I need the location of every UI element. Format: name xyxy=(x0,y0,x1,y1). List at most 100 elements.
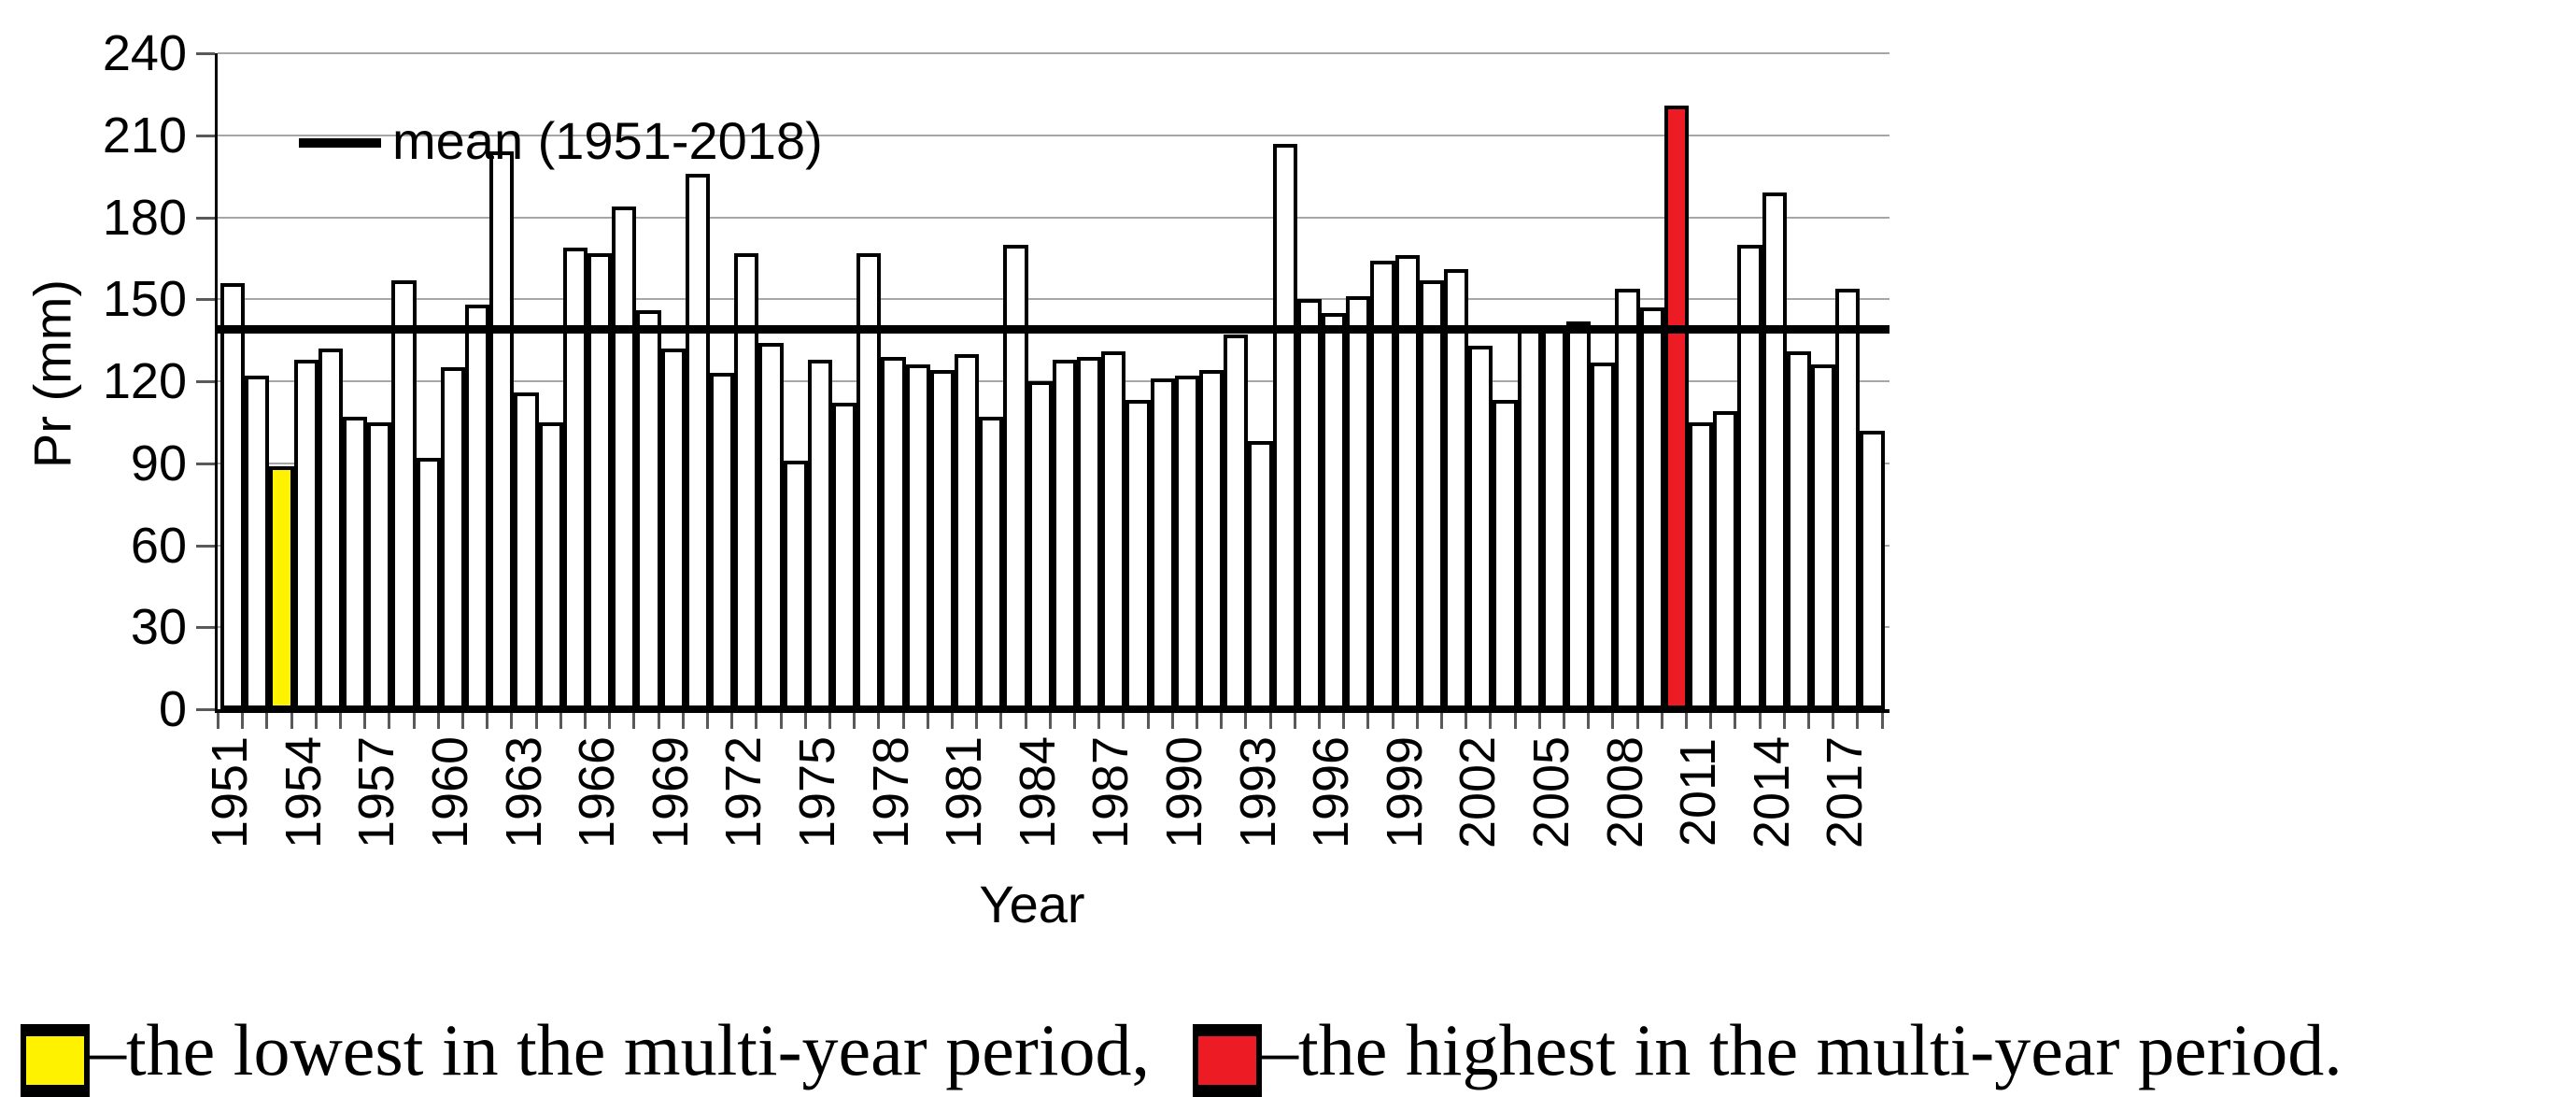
x-tick-55 xyxy=(1563,713,1565,729)
bar-1994 xyxy=(1272,143,1297,709)
x-tick-16 xyxy=(608,713,612,729)
x-tick-54 xyxy=(1537,713,1541,729)
x-tick-label-1969: 1969 xyxy=(642,735,699,849)
bar-1974 xyxy=(783,460,808,709)
x-tick-6 xyxy=(363,713,367,729)
gridline-180 xyxy=(218,216,1890,219)
x-tick-52 xyxy=(1489,713,1493,729)
bar-1998 xyxy=(1370,261,1395,709)
bar-1954 xyxy=(293,359,318,709)
bar-2016 xyxy=(1811,364,1836,709)
x-tick-label-1954: 1954 xyxy=(275,735,332,849)
bar-2004 xyxy=(1517,326,1542,709)
x-tick-label-1978: 1978 xyxy=(862,735,919,849)
x-tick-1 xyxy=(241,713,245,729)
x-tick-23 xyxy=(779,713,783,729)
x-tick-29 xyxy=(926,713,929,729)
bar-2009 xyxy=(1639,307,1664,709)
bar-2018 xyxy=(1860,430,1885,709)
x-tick-38 xyxy=(1146,713,1150,729)
x-axis-title: Year xyxy=(979,875,1085,933)
bar-2005 xyxy=(1541,329,1566,709)
y-tick-label-120: 120 xyxy=(102,353,187,409)
x-tick-12 xyxy=(510,713,514,729)
x-tick-label-1972: 1972 xyxy=(715,735,772,849)
x-tick-49 xyxy=(1415,713,1419,729)
x-tick-label-1999: 1999 xyxy=(1376,735,1433,849)
gridline-240 xyxy=(218,52,1890,54)
bar-1986 xyxy=(1077,356,1102,709)
x-tick-47 xyxy=(1366,713,1370,729)
y-tick-150 xyxy=(196,298,215,302)
bar-1987 xyxy=(1101,350,1126,709)
y-tick-label-90: 90 xyxy=(130,435,187,492)
x-tick-58 xyxy=(1635,713,1639,729)
x-tick-22 xyxy=(755,713,758,729)
highest-bar-color-swatch xyxy=(1193,1024,1263,1097)
bar-1992 xyxy=(1224,335,1249,709)
bar-1957 xyxy=(367,421,392,709)
bar-2002 xyxy=(1468,345,1493,709)
x-tick-0 xyxy=(217,713,219,729)
x-tick-label-2008: 2008 xyxy=(1596,735,1653,849)
x-tick-label-1951: 1951 xyxy=(202,735,259,849)
x-tick-label-1993: 1993 xyxy=(1229,735,1286,849)
x-tick-label-1975: 1975 xyxy=(788,735,845,849)
x-tick-50 xyxy=(1440,713,1443,729)
x-axis-line xyxy=(215,709,1890,713)
x-tick-label-2014: 2014 xyxy=(1743,735,1800,849)
x-tick-57 xyxy=(1611,713,1615,729)
x-tick-63 xyxy=(1758,713,1762,729)
y-tick-210 xyxy=(196,134,215,137)
bar-1968 xyxy=(636,309,661,709)
x-tick-label-1963: 1963 xyxy=(495,735,552,849)
bar-1963 xyxy=(514,392,539,709)
bar-1981 xyxy=(955,353,980,709)
x-tick-34 xyxy=(1048,713,1052,729)
bar-1962 xyxy=(489,151,515,709)
x-tick-25 xyxy=(828,713,831,729)
x-tick-label-1984: 1984 xyxy=(1009,735,1066,849)
bar-1975 xyxy=(807,359,832,709)
bar-1973 xyxy=(758,343,784,709)
x-tick-11 xyxy=(486,713,489,729)
x-tick-20 xyxy=(706,713,709,729)
footer-legend: –the lowest in the multi-year period, –t… xyxy=(21,1011,2342,1097)
x-tick-24 xyxy=(803,713,807,729)
x-tick-28 xyxy=(901,713,905,729)
bar-1970 xyxy=(685,173,710,709)
x-tick-61 xyxy=(1709,713,1713,729)
bar-2015 xyxy=(1786,350,1811,709)
y-tick-180 xyxy=(196,216,215,220)
bar-1990 xyxy=(1174,376,1199,709)
bar-1982 xyxy=(979,417,1004,709)
bar-1976 xyxy=(832,403,857,709)
bar-2012 xyxy=(1713,411,1738,709)
y-tick-90 xyxy=(196,462,215,465)
x-tick-18 xyxy=(657,713,660,729)
x-tick-13 xyxy=(534,713,538,729)
x-tick-33 xyxy=(1024,713,1027,729)
bar-1988 xyxy=(1125,400,1151,709)
x-tick-35 xyxy=(1073,713,1076,729)
bar-1984 xyxy=(1027,381,1053,709)
x-tick-label-1990: 1990 xyxy=(1155,735,1212,849)
x-tick-3 xyxy=(290,713,293,729)
y-tick-label-180: 180 xyxy=(102,189,187,246)
bar-1979 xyxy=(905,364,930,709)
bar-1985 xyxy=(1052,359,1077,709)
x-tick-19 xyxy=(681,713,685,729)
lowest-bar-color-swatch xyxy=(21,1024,90,1097)
y-tick-30 xyxy=(196,626,215,630)
bar-1983 xyxy=(1003,244,1028,709)
x-tick-14 xyxy=(559,713,562,729)
mean-line xyxy=(218,325,1890,335)
x-tick-32 xyxy=(999,713,1003,729)
bar-2017 xyxy=(1835,288,1861,709)
bar-1995 xyxy=(1296,299,1322,709)
bar-2008 xyxy=(1615,288,1640,709)
bar-1971 xyxy=(710,373,735,709)
bar-1958 xyxy=(391,279,417,709)
x-tick-30 xyxy=(951,713,954,729)
